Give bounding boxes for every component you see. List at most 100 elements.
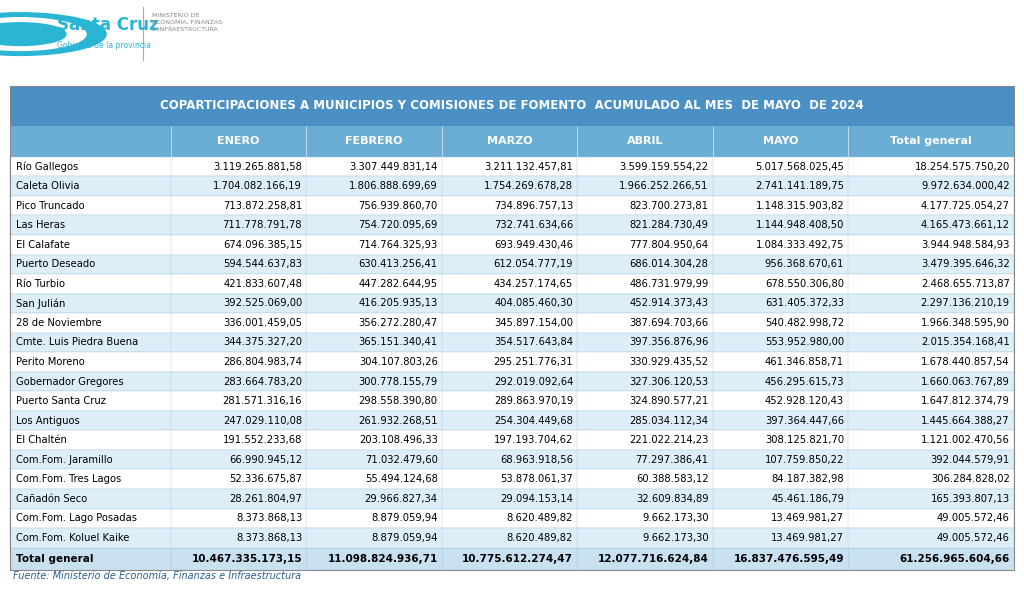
Text: 734.896.757,13: 734.896.757,13 (494, 201, 573, 211)
Text: MAYO: MAYO (763, 137, 798, 146)
Text: Com.Fom. Koluel Kaike: Com.Fom. Koluel Kaike (16, 533, 130, 543)
Text: 674.096.385,15: 674.096.385,15 (223, 240, 302, 250)
Text: 49.005.572,46: 49.005.572,46 (937, 533, 1010, 543)
Text: 416.205.935,13: 416.205.935,13 (358, 298, 437, 308)
Text: 612.054.777,19: 612.054.777,19 (494, 259, 573, 269)
Text: 4.165.473.661,12: 4.165.473.661,12 (921, 220, 1010, 230)
Text: 1.678.440.857,54: 1.678.440.857,54 (921, 357, 1010, 367)
Text: 13.469.981,27: 13.469.981,27 (771, 513, 844, 523)
Text: 49.005.572,46: 49.005.572,46 (937, 513, 1010, 523)
FancyBboxPatch shape (10, 157, 1014, 176)
Text: 714.764.325,93: 714.764.325,93 (358, 240, 437, 250)
Circle shape (0, 13, 106, 56)
Text: 2.468.655.713,87: 2.468.655.713,87 (921, 279, 1010, 289)
Text: 392.044.579,91: 392.044.579,91 (931, 455, 1010, 465)
FancyBboxPatch shape (10, 274, 1014, 294)
Text: Puerto Deseado: Puerto Deseado (16, 259, 95, 269)
Text: 452.914.373,43: 452.914.373,43 (630, 298, 709, 308)
FancyBboxPatch shape (10, 126, 1014, 157)
Text: 71.032.479,60: 71.032.479,60 (365, 455, 437, 465)
Text: 247.029.110,08: 247.029.110,08 (223, 416, 302, 426)
Text: 330.929.435,52: 330.929.435,52 (630, 357, 709, 367)
Text: 84.187.382,98: 84.187.382,98 (771, 474, 844, 484)
Text: 295.251.776,31: 295.251.776,31 (494, 357, 573, 367)
Text: 66.990.945,12: 66.990.945,12 (229, 455, 302, 465)
FancyBboxPatch shape (10, 352, 1014, 372)
Text: 107.759.850,22: 107.759.850,22 (765, 455, 844, 465)
FancyBboxPatch shape (10, 509, 1014, 528)
Text: Fuente: Ministerio de Economía, Finanzas e Infraestructura: Fuente: Ministerio de Economía, Finanzas… (13, 571, 301, 581)
Text: 8.620.489,82: 8.620.489,82 (507, 533, 573, 543)
Text: MARZO: MARZO (486, 137, 532, 146)
Text: 18.254.575.750,20: 18.254.575.750,20 (914, 162, 1010, 172)
Text: 540.482.998,72: 540.482.998,72 (765, 318, 844, 328)
Text: 304.107.803,26: 304.107.803,26 (358, 357, 437, 367)
Text: 308.125.821,70: 308.125.821,70 (765, 435, 844, 445)
FancyBboxPatch shape (10, 489, 1014, 509)
Text: 354.517.643,84: 354.517.643,84 (495, 337, 573, 348)
Text: 686.014.304,28: 686.014.304,28 (630, 259, 709, 269)
Text: 1.647.812.374,79: 1.647.812.374,79 (921, 396, 1010, 406)
Text: 60.388.583,12: 60.388.583,12 (636, 474, 709, 484)
Text: 1.144.948.408,50: 1.144.948.408,50 (756, 220, 844, 230)
Text: 203.108.496,33: 203.108.496,33 (358, 435, 437, 445)
Text: 344.375.327,20: 344.375.327,20 (223, 337, 302, 348)
Text: 55.494.124,68: 55.494.124,68 (365, 474, 437, 484)
Text: 9.662.173,30: 9.662.173,30 (642, 533, 709, 543)
FancyBboxPatch shape (10, 294, 1014, 313)
Text: 693.949.430,46: 693.949.430,46 (495, 240, 573, 250)
Text: 1.121.002.470,56: 1.121.002.470,56 (921, 435, 1010, 445)
Text: 283.664.783,20: 283.664.783,20 (223, 377, 302, 387)
Text: 5.017.568.025,45: 5.017.568.025,45 (756, 162, 844, 172)
Text: Total general: Total general (890, 137, 972, 146)
FancyBboxPatch shape (10, 176, 1014, 196)
Text: 821.284.730,49: 821.284.730,49 (630, 220, 709, 230)
Text: 630.413.256,41: 630.413.256,41 (358, 259, 437, 269)
Text: 10.467.335.173,15: 10.467.335.173,15 (191, 554, 302, 564)
Text: 1.084.333.492,75: 1.084.333.492,75 (756, 240, 844, 250)
Text: 3.211.132.457,81: 3.211.132.457,81 (484, 162, 573, 172)
Text: 392.525.069,00: 392.525.069,00 (223, 298, 302, 308)
Text: 10.775.612.274,47: 10.775.612.274,47 (462, 554, 573, 564)
Text: 11.098.824.936,71: 11.098.824.936,71 (328, 554, 437, 564)
Text: 9.662.173,30: 9.662.173,30 (642, 513, 709, 523)
Text: 456.295.615,73: 456.295.615,73 (765, 377, 844, 387)
Text: 52.336.675,87: 52.336.675,87 (229, 474, 302, 484)
Text: Com.Fom. Lago Posadas: Com.Fom. Lago Posadas (16, 513, 137, 523)
Text: 285.034.112,34: 285.034.112,34 (630, 416, 709, 426)
Text: 286.804.983,74: 286.804.983,74 (223, 357, 302, 367)
Text: 191.552.233,68: 191.552.233,68 (223, 435, 302, 445)
Text: Gobierno de la provincia: Gobierno de la provincia (57, 41, 152, 50)
Text: MINISTERIO DE
ECONOMÍA, FINANZAS
E INFRAESTRUCTURA: MINISTERIO DE ECONOMÍA, FINANZAS E INFRA… (152, 13, 222, 32)
Circle shape (0, 18, 86, 50)
Text: 1.148.315.903,82: 1.148.315.903,82 (756, 201, 844, 211)
Text: 298.558.390,80: 298.558.390,80 (358, 396, 437, 406)
Text: 61.256.965.604,66: 61.256.965.604,66 (899, 554, 1010, 564)
Text: Las Heras: Las Heras (16, 220, 66, 230)
Text: ABRIL: ABRIL (627, 137, 664, 146)
Text: 289.863.970,19: 289.863.970,19 (494, 396, 573, 406)
Text: 2.297.136.210,19: 2.297.136.210,19 (921, 298, 1010, 308)
Text: 447.282.644,95: 447.282.644,95 (358, 279, 437, 289)
Text: Puerto Santa Cruz: Puerto Santa Cruz (16, 396, 106, 406)
Text: 68.963.918,56: 68.963.918,56 (500, 455, 573, 465)
Text: 221.022.214,23: 221.022.214,23 (629, 435, 709, 445)
Text: ENERO: ENERO (217, 137, 260, 146)
Text: 29.094.153,14: 29.094.153,14 (501, 494, 573, 504)
Text: 306.284.828,02: 306.284.828,02 (931, 474, 1010, 484)
Text: San Julián: San Julián (16, 298, 66, 308)
Text: Com.Fom. Jaramillo: Com.Fom. Jaramillo (16, 455, 113, 465)
FancyBboxPatch shape (10, 391, 1014, 411)
Text: 1.806.888.699,69: 1.806.888.699,69 (349, 181, 437, 191)
Text: 28.261.804,97: 28.261.804,97 (229, 494, 302, 504)
Text: 1.966.252.266,51: 1.966.252.266,51 (620, 181, 709, 191)
Text: 365.151.340,41: 365.151.340,41 (358, 337, 437, 348)
Text: 9.972.634.000,42: 9.972.634.000,42 (921, 181, 1010, 191)
FancyBboxPatch shape (10, 333, 1014, 352)
Text: Los Antiguos: Los Antiguos (16, 416, 80, 426)
Text: 8.620.489,82: 8.620.489,82 (507, 513, 573, 523)
Text: 404.085.460,30: 404.085.460,30 (495, 298, 573, 308)
Text: 324.890.577,21: 324.890.577,21 (630, 396, 709, 406)
Text: 754.720.095,69: 754.720.095,69 (358, 220, 437, 230)
Text: Perito Moreno: Perito Moreno (16, 357, 85, 367)
